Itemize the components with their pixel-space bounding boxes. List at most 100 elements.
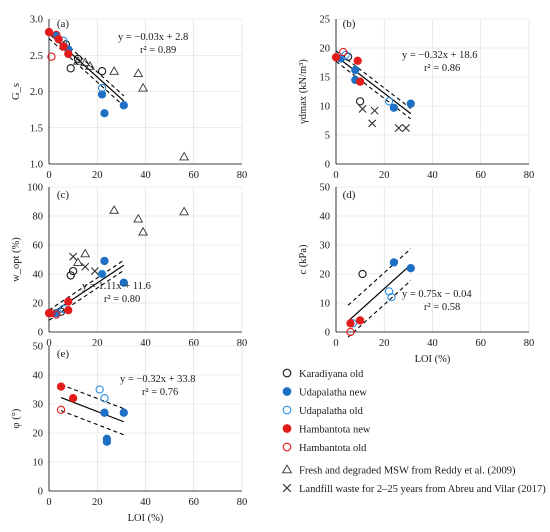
panel-label: (c) [57,189,70,201]
data-point-abreu [358,104,367,113]
x-tick-label: 60 [189,497,200,508]
data-point-hambantota-old [52,310,61,319]
data-point-udapalatha-new [100,256,109,266]
x-tick-label: 40 [140,170,151,181]
data-point-udapalatha-new [389,258,399,267]
legend-label: Hambantota old [299,443,367,454]
x-tick-label: 0 [46,170,51,181]
data-point-hambantota-new [331,53,341,62]
data-point-udapalatha-new [406,264,415,273]
y-tick-label: 0 [38,328,43,339]
x-tick-label: 0 [46,497,51,508]
confidence-band-line [335,50,412,109]
y-tick-label: 25 [320,15,331,26]
y-tick-label: 2.0 [30,87,43,98]
y-tick-label: 40 [33,270,44,281]
y-tick-label: 10 [320,102,331,113]
x-tick-label: 20 [92,338,103,349]
x-tick-label: 60 [189,338,200,349]
panel-label: (e) [57,348,70,360]
data-point-abreu [69,252,78,261]
y-tick-label: 20 [320,44,331,55]
r-squared: r² = 0.76 [142,387,178,398]
legend-marker-hambantota-new [282,424,292,433]
y-tick-label: 50 [320,183,331,194]
fit-line [48,33,125,102]
data-point-reddy [85,61,95,70]
y-tick-label: 0 [325,160,330,171]
panel-label: (d) [343,189,356,201]
panel-label: (b) [343,18,356,30]
legend-marker-udapalatha-new [282,387,292,396]
data-point-reddy [133,213,144,223]
y-tick-label: 15 [320,73,331,84]
y-axis-label: γdmax (kN/m³) [298,59,309,125]
legend-label: Karadiyana old [299,369,364,380]
legend-marker-abreu [282,483,292,493]
data-point-hambantota-old [346,327,355,337]
data-point-hambantota-old [56,405,66,414]
y-tick-label: 80 [33,212,44,223]
data-point-reddy [179,206,190,216]
data-point-hambantota-new [59,42,68,51]
data-point-reddy [138,226,149,236]
r-squared: r² = 0.86 [424,63,460,74]
data-point-abreu [81,262,90,271]
data-point-reddy [72,257,83,266]
y-axis-label: φ (°) [11,408,22,428]
data-point-hambantota-old [47,308,56,318]
panel-label: (a) [57,18,70,30]
panel-b-dry-unit-weight-chart: 0 5 10 15 20 25 0 20 40 60 80 γdmax (kN/m³) (b) y = −… [298,15,534,182]
fit-line [347,264,412,322]
x-axis-label: LOI (%) [415,354,451,365]
x-tick-label: 80 [237,170,248,181]
data-point-udapalatha-new [100,109,109,118]
x-tick-label: 20 [379,338,390,349]
data-point-hambantota-new [353,56,362,65]
data-point-hambantota-new [56,382,66,391]
data-point-reddy [138,82,149,92]
y-tick-label: 20 [320,270,331,281]
confidence-band-line [347,280,412,338]
panel-c-optimum-water-content-chart: 0 20 40 60 80 100 0 20 40 60 80 w_opt (%) (c) y = 1.1… [11,183,247,350]
y-tick-label: 30 [33,400,44,411]
legend-label: Landfill waste for 2–25 years from Abreu… [299,484,546,495]
fit-line [48,264,125,316]
x-tick-label: 80 [524,338,535,349]
data-point-udapalatha-old [384,97,394,106]
y-tick-label: 0 [325,328,330,339]
data-point-hambantota-new [44,27,54,37]
x-tick-label: 40 [140,497,151,508]
x-tick-label: 40 [427,338,438,349]
data-point-karadiyana-old [73,54,83,64]
x-tick-label: 0 [46,338,51,349]
data-point-hambantota-new [64,306,73,315]
data-point-reddy [80,57,91,67]
confidence-band-line [48,259,125,311]
r-squared: r² = 0.89 [140,45,176,56]
x-tick-label: 60 [476,338,487,349]
y-axis-label: c (kPa) [298,244,309,275]
data-point-karadiyana-old [97,67,107,76]
y-tick-label: 3.0 [30,15,43,26]
y-tick-label: 1.5 [30,123,43,134]
data-point-hambantota-new [355,316,365,325]
data-point-hambantota-old [47,52,56,61]
data-point-hambantota-new [54,35,63,44]
y-axis-label: w_opt (%) [11,237,22,282]
data-point-abreu [368,119,377,128]
y-tick-label: 20 [33,429,44,440]
legend-marker-udapalatha-old [282,405,292,415]
x-tick-label: 60 [476,170,487,181]
regression-equation: y = 1.11x + 11.6 [82,281,151,292]
data-point-abreu [90,267,99,276]
y-tick-label: 10 [320,299,331,310]
regression-equation: y = −0.03x + 2.8 [118,32,188,43]
legend-marker-karadiyana-old [282,368,292,378]
data-point-karadiyana-old [355,97,365,106]
confidence-band-line [60,410,124,436]
x-tick-label: 0 [333,338,338,349]
data-point-karadiyana-old [68,266,78,276]
data-point-abreu [401,124,410,133]
data-point-hambantota-new [64,49,73,58]
